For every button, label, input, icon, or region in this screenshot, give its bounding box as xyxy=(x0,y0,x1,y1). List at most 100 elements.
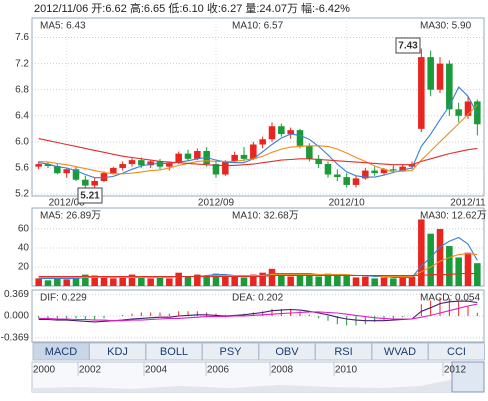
y-tick-label: 6.8 xyxy=(15,84,29,95)
indicator-line xyxy=(38,138,478,166)
volume-bar xyxy=(464,252,472,286)
candle-body xyxy=(184,153,192,159)
volume-bar xyxy=(82,274,89,286)
volume-bar xyxy=(91,275,98,286)
y-tick-label: 20 xyxy=(18,262,30,273)
tab-label: CCI xyxy=(447,346,466,358)
tab-label: OBV xyxy=(275,346,299,358)
candle-body xyxy=(194,151,201,159)
volume-bar xyxy=(35,278,42,286)
candle-body xyxy=(362,170,369,179)
volume-bar xyxy=(380,277,388,286)
volume-bar xyxy=(138,277,145,286)
y-tick-label: 0.000 xyxy=(4,311,29,322)
legend-entry: DIF: 0.229 xyxy=(40,293,87,304)
volume-bar xyxy=(418,219,425,286)
candle-body xyxy=(100,173,108,182)
candle-body xyxy=(91,181,98,186)
x-tick-label: 2012/09 xyxy=(198,198,235,209)
legend-entry: MA10: 6.57 xyxy=(232,21,284,32)
candle-body xyxy=(352,178,360,185)
y-tick-label: 0.369 xyxy=(4,289,29,300)
y-tick-label: 7.2 xyxy=(15,58,29,69)
timeline-year: 2004 xyxy=(145,365,168,376)
y-tick-label: 40 xyxy=(18,243,30,254)
timeline-area xyxy=(32,380,484,392)
y-tick-label: 5.2 xyxy=(15,189,29,200)
y-tick-label: 60 xyxy=(18,224,30,235)
volume-bar xyxy=(362,276,369,286)
indicator-line xyxy=(38,86,478,179)
y-tick-label: 7.6 xyxy=(15,32,29,43)
y-tick-label: -0.369 xyxy=(1,332,30,343)
tab-label: BOLL xyxy=(160,346,188,358)
volume-bar xyxy=(287,276,294,286)
timeline-selection[interactable] xyxy=(451,361,485,393)
volume-bar xyxy=(306,274,313,286)
volume-bar xyxy=(474,263,481,286)
candle-body xyxy=(35,164,42,167)
timeline-year: 2012 xyxy=(444,365,467,376)
volume-bar xyxy=(222,274,229,286)
volume-bar xyxy=(259,272,266,286)
x-tick-label: 2012/08 xyxy=(49,198,86,209)
candle-body xyxy=(128,160,136,165)
volume-bar xyxy=(203,275,210,286)
candle-body xyxy=(324,164,332,175)
volume-bar xyxy=(54,277,61,286)
annotation-box xyxy=(395,37,421,54)
candle-body xyxy=(175,153,182,163)
legend-entry: MA5: 26.89万 xyxy=(40,211,101,222)
candle-body xyxy=(315,158,322,165)
tab-label: PSY xyxy=(219,346,242,358)
timeline-year: 2000 xyxy=(33,365,56,376)
candle-body xyxy=(408,164,416,167)
legend-entry: DEA: 0.202 xyxy=(232,293,284,304)
candle-body xyxy=(306,145,313,159)
candle-body xyxy=(268,126,276,140)
y-tick-label: 6.4 xyxy=(15,110,29,121)
legend-entry: MA5: 6.43 xyxy=(40,21,86,32)
candle-body xyxy=(110,167,117,174)
candle-body xyxy=(296,130,304,146)
candle-body xyxy=(250,144,257,159)
tab[interactable] xyxy=(428,342,485,361)
volume-bar xyxy=(44,280,52,286)
annotation-box xyxy=(77,187,103,204)
volume-bar xyxy=(72,276,80,286)
volume-bar xyxy=(156,277,164,286)
tab-label: RSI xyxy=(334,346,352,358)
volume-bar xyxy=(240,277,248,286)
volume-bar xyxy=(399,277,406,286)
legend-entry: MA30: 12.62万 xyxy=(420,211,487,222)
volume-bar xyxy=(436,228,444,286)
indicator-line xyxy=(38,273,478,278)
volume-bar xyxy=(147,278,154,286)
candle-body xyxy=(138,160,145,166)
candle-body xyxy=(399,166,406,171)
legend-entry: MA30: 5.90 xyxy=(420,21,472,32)
volume-bar xyxy=(455,257,462,286)
timeline-year: 2006 xyxy=(207,365,230,376)
candle-body xyxy=(418,57,425,129)
volume-bar xyxy=(315,276,322,286)
candle-body xyxy=(371,170,378,174)
volume-bar xyxy=(128,274,136,286)
candle-body xyxy=(166,162,173,167)
volume-bar xyxy=(343,274,350,286)
timeline-year: 2008 xyxy=(271,365,294,376)
candle-body xyxy=(44,164,52,167)
volume-bar xyxy=(278,274,285,286)
candle-body xyxy=(147,161,154,166)
x-tick-label: 2012/10 xyxy=(329,198,366,209)
candle-body xyxy=(287,130,294,135)
candle-body xyxy=(156,161,164,167)
candle-body xyxy=(436,63,444,90)
legend-entry: MACD: 0.054 xyxy=(420,293,480,304)
panel-frame xyxy=(31,207,485,287)
x-tick-label: 2012/11 xyxy=(450,198,486,209)
candle-body xyxy=(334,174,341,178)
volume-bar xyxy=(250,274,257,286)
annotation: 5.21 xyxy=(80,191,100,202)
y-tick-label: 6.0 xyxy=(15,137,29,148)
